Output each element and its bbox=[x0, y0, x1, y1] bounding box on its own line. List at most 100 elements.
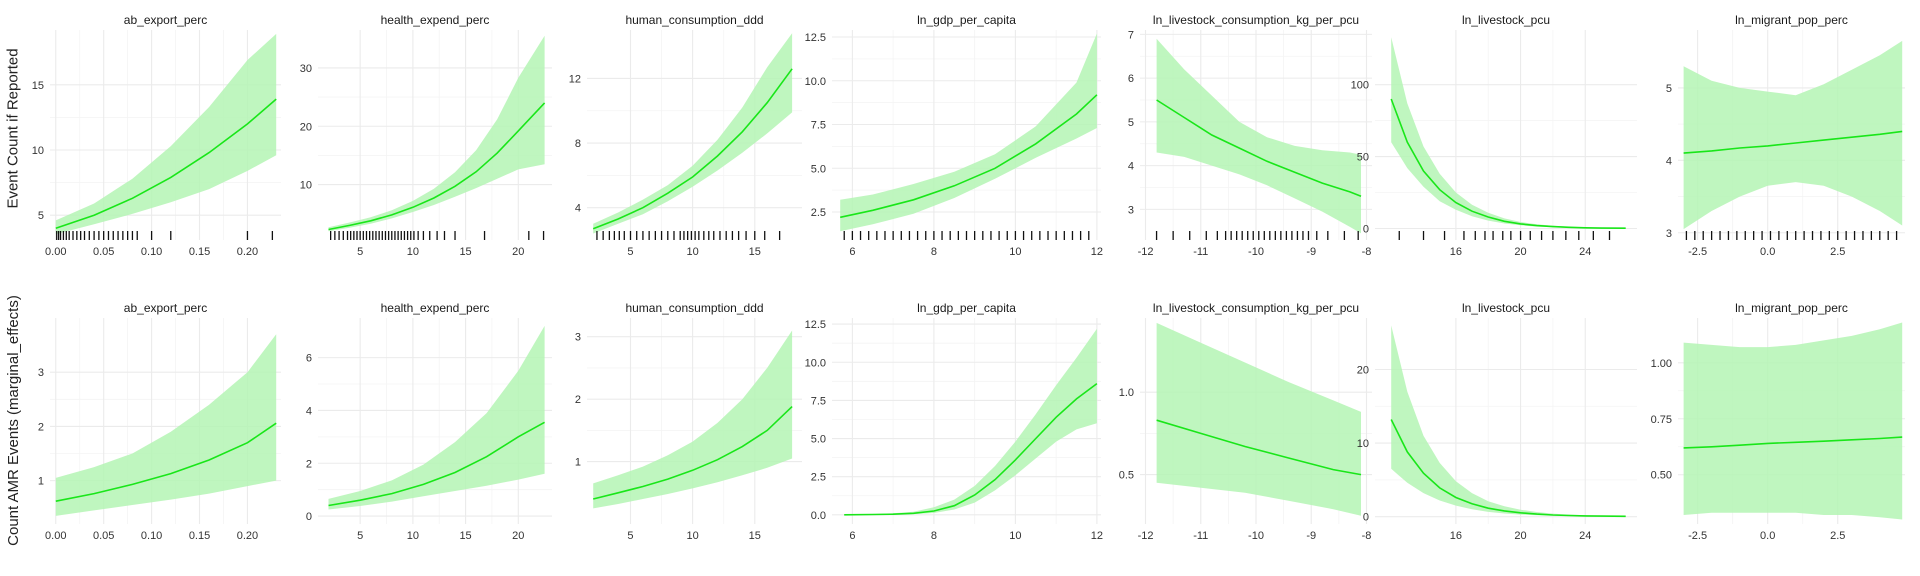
x-tick-label: 6 bbox=[849, 530, 855, 542]
y-tick-label: 2.5 bbox=[811, 207, 826, 219]
confidence-band bbox=[328, 35, 545, 232]
y-tick-label: 3 bbox=[575, 332, 581, 344]
y-tick-label: 12.5 bbox=[805, 319, 826, 331]
fitted-line bbox=[55, 98, 277, 230]
y-tick-label: 0.50 bbox=[1651, 470, 1672, 482]
y-tick-label: 3 bbox=[38, 367, 44, 379]
x-tick-label: 0.00 bbox=[45, 246, 66, 258]
x-tick-label: -12 bbox=[1138, 246, 1154, 258]
confidence-band bbox=[1391, 37, 1626, 229]
x-tick-label: 10 bbox=[687, 246, 699, 258]
x-tick-label: 20 bbox=[1514, 530, 1526, 542]
facet-title: health_expend_perc bbox=[381, 13, 490, 27]
y-tick-label: 2 bbox=[575, 394, 581, 406]
confidence-band bbox=[593, 330, 793, 509]
y-tick-label: 5.0 bbox=[811, 434, 826, 446]
y-tick-label: 20 bbox=[300, 121, 312, 133]
x-tick-label: -2.5 bbox=[1688, 530, 1707, 542]
facet-panel-2-7: -2.5 0.0 2.5 0.50 0.75 1.00 ln_migrant_pop_per… bbox=[1651, 301, 1905, 542]
x-tick-label: 10 bbox=[1009, 246, 1021, 258]
facet-panel-1-6: 16 20 24 0 50 100 ln_livestock_pcu bbox=[1351, 13, 1637, 258]
x-tick-label: -11 bbox=[1193, 246, 1208, 258]
facet-panel-2-6: 16 20 24 0 10 20 ln_livestock_pcu bbox=[1357, 301, 1637, 542]
x-tick-label: 2.5 bbox=[1830, 246, 1845, 258]
y-tick-label: 15 bbox=[32, 80, 44, 92]
x-tick-label: 0.20 bbox=[237, 530, 258, 542]
x-tick-label: -9 bbox=[1306, 530, 1316, 542]
y-tick-label: 2.5 bbox=[811, 472, 826, 484]
x-tick-label: 15 bbox=[459, 246, 471, 258]
y-tick-label: 10 bbox=[300, 180, 312, 192]
x-tick-label: 0.20 bbox=[237, 246, 258, 258]
x-tick-label: 0.10 bbox=[141, 530, 162, 542]
confidence-band bbox=[1156, 322, 1361, 516]
fitted-line bbox=[328, 102, 546, 231]
y-tick-label: 7.5 bbox=[811, 395, 826, 407]
confidence-band bbox=[840, 33, 1097, 232]
y-tick-label: 2 bbox=[38, 421, 44, 433]
y-tick-label: 30 bbox=[300, 63, 312, 75]
x-tick-label: 6 bbox=[849, 246, 855, 258]
fitted-line bbox=[1683, 130, 1903, 154]
facet-panel-1-4: 6 8 10 12 2.5 5.0 7.5 10.0 12.5 ln_gdp_per_capita bbox=[805, 13, 1103, 258]
confidence-band bbox=[328, 325, 545, 510]
row-1-y-axis-label: Event Count if Reported bbox=[4, 47, 22, 209]
y-tick-label: 4 bbox=[1128, 161, 1134, 173]
facet-panel-1-2: 5 10 15 20 10 20 30 health_expend_perc bbox=[300, 13, 552, 258]
facet-title: ln_livestock_consumption_kg_per_pcu bbox=[1153, 13, 1359, 27]
x-tick-label: 20 bbox=[512, 530, 524, 542]
fitted-line bbox=[1390, 98, 1626, 229]
x-tick-label: 0.0 bbox=[1760, 530, 1775, 542]
x-tick-label: -10 bbox=[1248, 246, 1264, 258]
y-tick-label: 6 bbox=[1128, 73, 1134, 85]
facet-panel-2-2: 5 10 15 20 0 2 4 6 health_expend_perc bbox=[306, 301, 552, 542]
y-tick-label: 4 bbox=[575, 203, 581, 215]
y-tick-label: 10 bbox=[32, 145, 44, 157]
facet-title: ln_livestock_pcu bbox=[1462, 301, 1550, 315]
x-tick-label: -11 bbox=[1193, 530, 1208, 542]
y-tick-label: 5 bbox=[1666, 83, 1672, 95]
x-tick-label: 5 bbox=[627, 246, 633, 258]
facet-title: ln_gdp_per_capita bbox=[917, 301, 1016, 315]
facet-title: ln_livestock_pcu bbox=[1462, 13, 1550, 27]
x-tick-label: -2.5 bbox=[1688, 246, 1707, 258]
x-tick-label: -10 bbox=[1248, 530, 1264, 542]
x-tick-label: 0.00 bbox=[45, 530, 66, 542]
facet-panel-1-5: -12 -11 -10 -9 -8 3 4 5 6 7 ln_livestock_consumpti… bbox=[1128, 13, 1372, 258]
y-tick-label: 5 bbox=[38, 210, 44, 222]
confidence-band bbox=[55, 33, 277, 235]
x-tick-label: 10 bbox=[407, 530, 419, 542]
facet-title: ln_gdp_per_capita bbox=[917, 13, 1016, 27]
y-tick-label: 7 bbox=[1128, 29, 1134, 41]
fitted-line bbox=[1156, 99, 1362, 198]
y-tick-label: 4 bbox=[1666, 155, 1672, 167]
y-tick-label: 12.5 bbox=[805, 32, 826, 44]
x-tick-label: 2.5 bbox=[1830, 530, 1845, 542]
y-tick-label: 20 bbox=[1357, 365, 1369, 377]
x-tick-label: 10 bbox=[407, 246, 419, 258]
facet-panel-2-1: 0.00 0.05 0.10 0.15 0.20 1 2 3 ab_export_perc bbox=[38, 301, 281, 542]
y-tick-label: 1.00 bbox=[1651, 358, 1672, 370]
y-tick-label: 0 bbox=[1363, 223, 1369, 235]
confidence-band bbox=[1156, 38, 1361, 234]
fitted-line bbox=[1683, 436, 1903, 449]
x-tick-label: -9 bbox=[1306, 246, 1316, 258]
confidence-band bbox=[1683, 322, 1903, 520]
y-tick-label: 1 bbox=[38, 476, 44, 488]
facet-panel-1-1: 0.00 0.05 0.10 0.15 0.20 5 10 15 ab_export_perc bbox=[32, 13, 281, 258]
x-tick-label: 0.05 bbox=[93, 246, 114, 258]
fitted-line bbox=[840, 94, 1098, 219]
facet-title: ln_livestock_consumption_kg_per_pcu bbox=[1153, 301, 1359, 315]
y-tick-label: 5.0 bbox=[811, 163, 826, 175]
fitted-line bbox=[593, 406, 793, 500]
x-tick-label: 0.15 bbox=[189, 246, 210, 258]
y-tick-label: 6 bbox=[306, 353, 312, 365]
x-tick-label: 15 bbox=[749, 246, 761, 258]
fitted-line bbox=[592, 68, 793, 230]
x-tick-label: 5 bbox=[357, 246, 363, 258]
fitted-line bbox=[1156, 419, 1362, 476]
x-tick-label: 20 bbox=[1514, 246, 1526, 258]
fitted-line bbox=[1390, 419, 1626, 518]
y-tick-label: 2 bbox=[306, 458, 312, 470]
